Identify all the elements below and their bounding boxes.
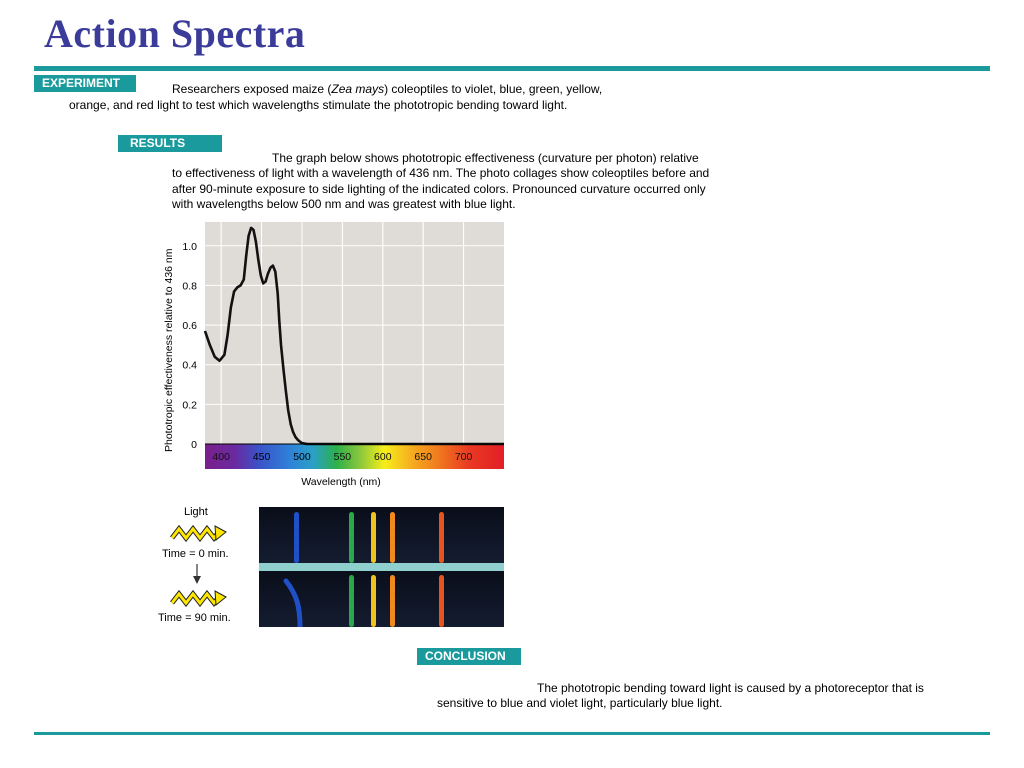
coleoptile-green-before — [349, 512, 354, 563]
conclusion-text-line-2: sensitive to blue and violet light, part… — [437, 696, 723, 710]
time-0-label: Time = 0 min. — [162, 548, 229, 560]
results-text-line-3: after 90-minute exposure to side lightin… — [172, 182, 706, 196]
photo-divider — [259, 563, 504, 571]
x-tick-label: 600 — [374, 451, 392, 463]
coleoptile-blue-before — [294, 512, 299, 563]
y-tick-label: 0.4 — [182, 360, 197, 372]
coleoptile-yellow-before — [371, 512, 376, 563]
conclusion-label: CONCLUSION — [417, 648, 521, 665]
page-title: Action Spectra — [44, 11, 306, 56]
results-label-tail — [194, 135, 222, 152]
light-zigzag-arrow-bottom — [170, 589, 227, 608]
x-tick-label: 650 — [414, 451, 432, 463]
coleoptile-red-after — [439, 575, 444, 627]
coleoptile-yellow-after — [371, 575, 376, 627]
coleoptile-orange-after — [390, 575, 395, 627]
x-tick-label: 500 — [293, 451, 311, 463]
top-divider — [34, 66, 990, 71]
photo-before-panel — [259, 507, 504, 563]
bottom-divider — [34, 732, 990, 735]
x-axis-label: Wavelength (nm) — [301, 476, 381, 488]
x-tick-label: 700 — [455, 451, 473, 463]
time-90-label: Time = 90 min. — [158, 612, 231, 624]
results-text-line-4: with wavelengths below 500 nm and was gr… — [172, 197, 516, 211]
y-tick-labels: 0 0.2 0.4 0.6 0.8 1.0 — [182, 241, 197, 451]
conclusion-text-line-1: The phototropic bending toward light is … — [537, 681, 924, 695]
coleoptile-blue-after — [283, 578, 303, 627]
results-text-line-1: The graph below shows phototropic effect… — [272, 151, 699, 165]
results-text-line-2: to effectiveness of light with a wavelen… — [172, 166, 710, 180]
action-spectrum-chart: 400 450 500 550 600 650 700 0 0.2 0.4 0.6 0.8 1.0 P… — [163, 222, 504, 488]
results-label: RESULTS — [118, 135, 194, 152]
coleoptile-orange-before — [390, 512, 395, 563]
light-zigzag-arrow-top — [170, 524, 227, 543]
y-tick-label: 1.0 — [182, 241, 197, 253]
x-tick-label: 550 — [334, 451, 352, 463]
y-tick-label: 0.6 — [182, 320, 197, 332]
y-tick-label: 0.2 — [182, 399, 197, 411]
experiment-text-line-1: Researchers exposed maize (Zea mays) col… — [172, 82, 603, 96]
y-tick-label: 0 — [191, 439, 197, 451]
x-tick-label: 450 — [253, 451, 271, 463]
x-tick-labels: 400 450 500 550 600 650 700 — [212, 451, 472, 463]
experiment-label: EXPERIMENT — [34, 75, 136, 92]
plot-background — [205, 222, 504, 454]
coleoptile-red-before — [439, 512, 444, 563]
spectrum-bar — [205, 444, 504, 469]
y-tick-label: 0.8 — [182, 280, 197, 292]
y-axis-label: Phototropic effectiveness relative to 43… — [163, 248, 175, 452]
experiment-text-line-2: orange, and red light to test which wave… — [69, 98, 568, 112]
down-arrow-icon — [193, 564, 201, 584]
x-tick-label: 400 — [212, 451, 230, 463]
coleoptile-green-after — [349, 575, 354, 627]
light-label: Light — [184, 506, 208, 518]
coleoptile-photo-collage — [259, 507, 504, 627]
